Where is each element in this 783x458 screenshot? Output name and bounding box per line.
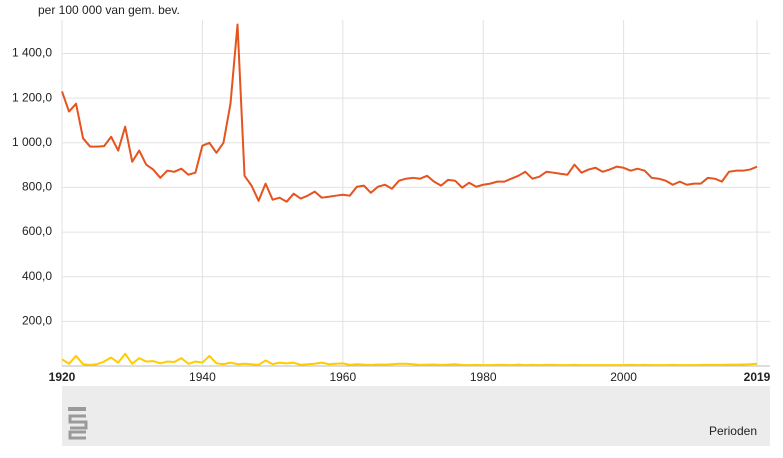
x-tick-label: 1940	[189, 370, 216, 384]
x-tick-label: 1920	[49, 370, 76, 384]
y-tick-label: 600,0	[22, 224, 52, 238]
series-line	[61, 352, 758, 367]
y-tick-label: 1 200,0	[12, 90, 52, 104]
y-axis-label: per 100 000 van gem. bev.	[38, 3, 180, 17]
y-tick-label: 400,0	[22, 269, 52, 283]
x-tick-label: 2019	[744, 370, 771, 384]
y-tick-label: 800,0	[22, 180, 52, 194]
x-tick-label: 1980	[470, 370, 497, 384]
x-tick-label: 1960	[329, 370, 356, 384]
y-tick-label: 1 400,0	[12, 46, 52, 60]
x-tick-label: 2000	[610, 370, 637, 384]
series-line	[61, 23, 758, 203]
footer-band	[62, 386, 770, 446]
y-tick-label: 1 000,0	[12, 135, 52, 149]
y-tick-label: 200,0	[22, 314, 52, 328]
x-axis-label: Perioden	[709, 424, 757, 438]
logo	[68, 407, 88, 440]
